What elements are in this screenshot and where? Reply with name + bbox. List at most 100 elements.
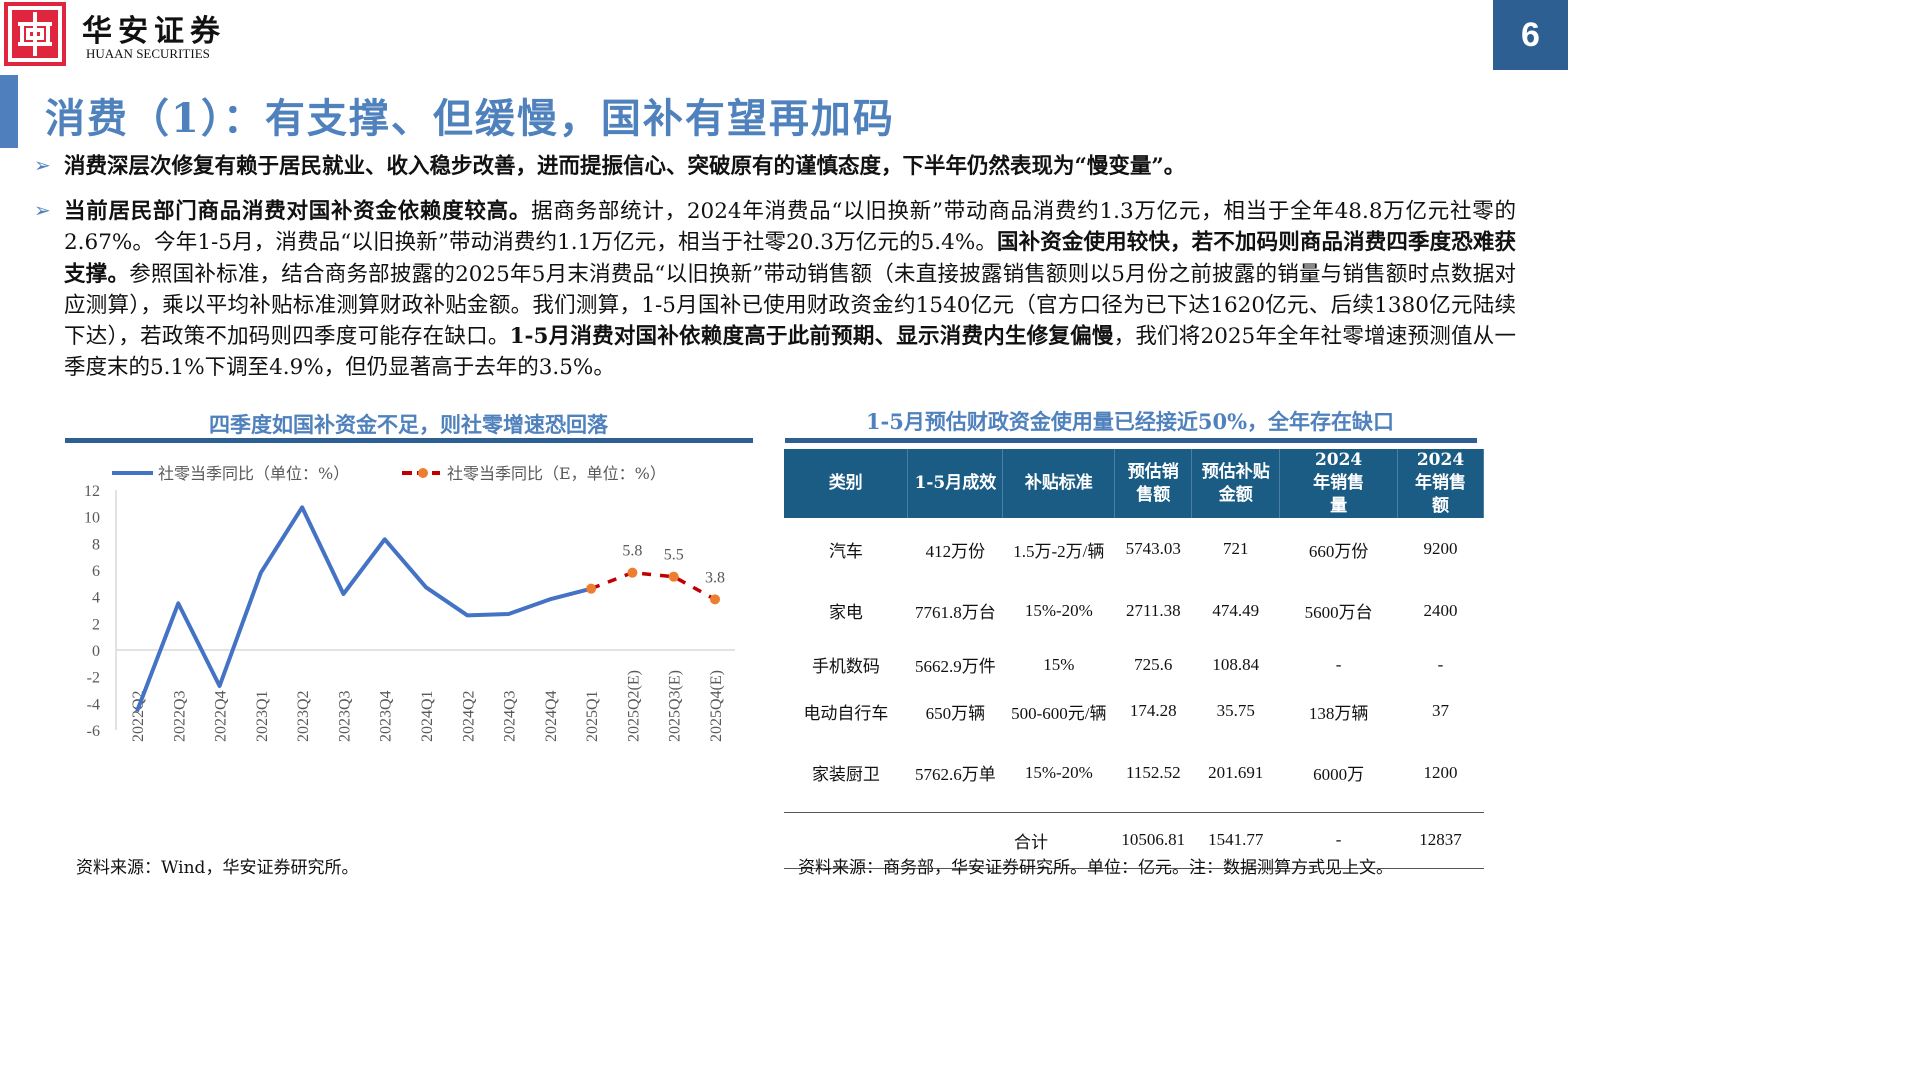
- legend-marker-forecast: [418, 468, 428, 478]
- table-cell: -: [1437, 654, 1444, 674]
- column-header-label: 1-5月成效: [914, 473, 997, 493]
- table-cell: 174.28: [1129, 701, 1177, 720]
- table-cell: 15%: [1043, 654, 1075, 674]
- column-header: 预估销售额: [1114, 449, 1193, 518]
- table-cell: 5743.03: [1125, 539, 1181, 558]
- x-tick-label: 2024Q4: [543, 690, 560, 742]
- forecast-point: [668, 571, 679, 582]
- data-label: 5.8: [622, 543, 642, 560]
- table-cell: 手机数码: [811, 657, 880, 676]
- table-cell: 2711.38: [1125, 600, 1181, 620]
- series-line-1: [590, 570, 716, 601]
- huaan-logo: [4, 2, 66, 66]
- column-header: 补贴标准: [1002, 449, 1116, 518]
- table-cell: 7761.8万台: [914, 603, 996, 622]
- legend-label-forecast: 社零当季同比（E，单位：%）: [447, 464, 666, 483]
- total-cell: 合计: [1014, 832, 1048, 852]
- total-cell: 10506.81: [1121, 830, 1186, 849]
- table-cell: 1152.52: [1125, 762, 1181, 782]
- table-row: 家电 7761.8万台 15%-20% 2711.38 474.49 5600万台 2400: [784, 580, 1484, 641]
- title-accent-bar: [0, 75, 18, 148]
- table-cell: 37: [1432, 701, 1450, 720]
- table-row: 汽车 412万份 1.5万-2万/辆 5743.03 721 660万份 9200: [784, 518, 1484, 580]
- total-cell: 12837: [1419, 830, 1462, 849]
- x-tick-label: 2024Q3: [502, 690, 519, 742]
- table-cell: 412万份: [925, 541, 986, 561]
- bullet-2-segment: 当前居民部门商品消费对国补资金依赖度较高。: [64, 199, 532, 224]
- table-cell: 5600万台: [1304, 603, 1373, 622]
- column-header-label: 2024年销售额: [1415, 450, 1466, 516]
- column-header: 2024年销售额: [1397, 449, 1484, 518]
- bullet-2-segment: ，我们将2025年全年社零增速预测值从一季度末的5.1%下调至4.9%，但仍显著…: [64, 324, 1516, 381]
- table-cell: 1.5万-2万/辆: [1013, 541, 1105, 561]
- y-tick-label: -4: [87, 696, 100, 713]
- forecast-point: [586, 583, 597, 594]
- column-header-label: 补贴标准: [1024, 473, 1093, 493]
- arrow-bullet-icon: ➢: [34, 198, 51, 222]
- table-row: 家装厨卫 5762.6万单 15%-20% 1152.52 201.691 6000万 12…: [784, 734, 1484, 812]
- y-tick-label: 6: [92, 563, 100, 580]
- x-tick-label: 2024Q2: [460, 690, 477, 742]
- bullet-2-segment: 据商务部统计，2024年消费品“以旧换新”带动商品消费约1.3万亿元，相当于全年…: [64, 199, 1516, 256]
- y-tick-label: 12: [84, 483, 100, 500]
- x-tick-label: 2023Q1: [254, 690, 271, 742]
- table-cell: 650万辆: [925, 703, 986, 723]
- y-tick-label: 8: [92, 536, 100, 553]
- bullet-2-segment: 国补资金使用较快，若不加码则商品消费四季度恐难获支撑。: [64, 230, 1516, 287]
- table-cell: 201.691: [1208, 762, 1264, 782]
- table-cell: 2400: [1423, 600, 1458, 620]
- total-cell: 1541.77: [1208, 830, 1264, 849]
- x-tick-label: 2024Q1: [419, 690, 436, 742]
- page-number: 6: [1493, 0, 1568, 70]
- table-cell: 108.84: [1212, 654, 1260, 674]
- table-cell: 汽车: [828, 541, 863, 561]
- table-cell: 5662.9万件: [914, 657, 996, 676]
- table-cell: -: [1335, 654, 1342, 674]
- y-tick-label: 4: [92, 590, 100, 607]
- column-header-label: 类别: [828, 473, 863, 493]
- table-title: 1-5月预估财政资金使用量已经接近50%，全年存在缺口: [865, 409, 1395, 434]
- forecast-point: [710, 594, 720, 605]
- page-title: 消费（1）：有支撑、但缓慢，国补有望再加码: [45, 95, 895, 142]
- table-cell: 家电: [828, 603, 863, 622]
- x-tick-label: 2023Q2: [295, 690, 312, 742]
- table-source: 资料来源：商务部，华安证券研究所。单位：亿元。注：数据测算方式见上文。: [798, 858, 1393, 878]
- column-header: 类别: [784, 449, 909, 518]
- table-title-rule: [785, 438, 1477, 443]
- brand-name-cn: 华安证券: [82, 14, 226, 49]
- column-header: 1-5月成效: [907, 449, 1004, 518]
- bullet-1: 消费深层次修复有赖于居民就业、收入稳步改善，进而提振信心、突破原有的谨慎态度，下…: [64, 154, 1186, 179]
- column-header-label: 预估补贴金额: [1201, 461, 1270, 505]
- y-tick-label: -6: [87, 723, 100, 740]
- retail-sales-line-chart: 12 10 8 6 4 2 0 -2 -4 -6 2022Q2 2022Q3 2022Q4 2023Q1 2…: [84, 464, 735, 742]
- forecast-point: [627, 567, 638, 578]
- table-cell: 138万辆: [1308, 703, 1369, 723]
- table-cell: 9200: [1423, 539, 1458, 558]
- x-tick-label: 2022Q4: [213, 690, 230, 742]
- x-tick-label: 2022Q2: [130, 690, 147, 742]
- table-cell: 6000万: [1313, 765, 1365, 785]
- column-header-label: 2024年销售量: [1313, 450, 1365, 516]
- y-tick-label: 0: [92, 643, 100, 660]
- data-label: 3.8: [705, 569, 725, 586]
- table-cell: 35.75: [1216, 701, 1255, 720]
- table-cell: 家装厨卫: [811, 765, 880, 785]
- total-row: 合计 10506.81 1541.77 - 12837: [784, 812, 1484, 868]
- series-line-0: [135, 505, 592, 713]
- subsidy-table: 类别 1-5月成效 补贴标准 预估销售额 预估补贴金额 2024年销售量 2024年销售额 …: [784, 449, 1484, 869]
- brand-name-en: HUAAN SECURITIES: [86, 46, 210, 61]
- x-tick-label: 2025Q3(E): [667, 670, 684, 742]
- table-cell: 1200: [1423, 762, 1458, 782]
- column-header-label: 预估销售额: [1127, 461, 1179, 505]
- table-cell: 电动自行车: [803, 703, 889, 723]
- bullet-2-segment: 参照国补标准，结合商务部披露的2025年5月末消费品“以旧换新”带动销售额（未直…: [64, 261, 1516, 350]
- table-cell: 15%-20%: [1024, 762, 1093, 782]
- table-row: 电动自行车 650万辆 500-600元/辆 174.28 35.75 138万辆 37: [784, 688, 1484, 734]
- total-cell: -: [1335, 830, 1342, 849]
- chart-title: 四季度如国补资金不足，则社零增速恐回落: [209, 412, 608, 437]
- chart-title-rule: [65, 438, 753, 443]
- column-header: 2024年销售量: [1279, 449, 1399, 518]
- x-tick-label: 2022Q3: [171, 690, 188, 742]
- data-label: 5.5: [664, 547, 684, 564]
- table-row: 手机数码 5662.9万件 15% 725.6 108.84 - -: [784, 641, 1484, 688]
